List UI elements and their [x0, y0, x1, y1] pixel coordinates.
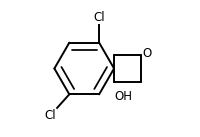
Text: Cl: Cl	[45, 109, 56, 122]
Text: Cl: Cl	[93, 11, 104, 24]
Text: O: O	[142, 47, 151, 60]
Text: OH: OH	[114, 90, 132, 103]
